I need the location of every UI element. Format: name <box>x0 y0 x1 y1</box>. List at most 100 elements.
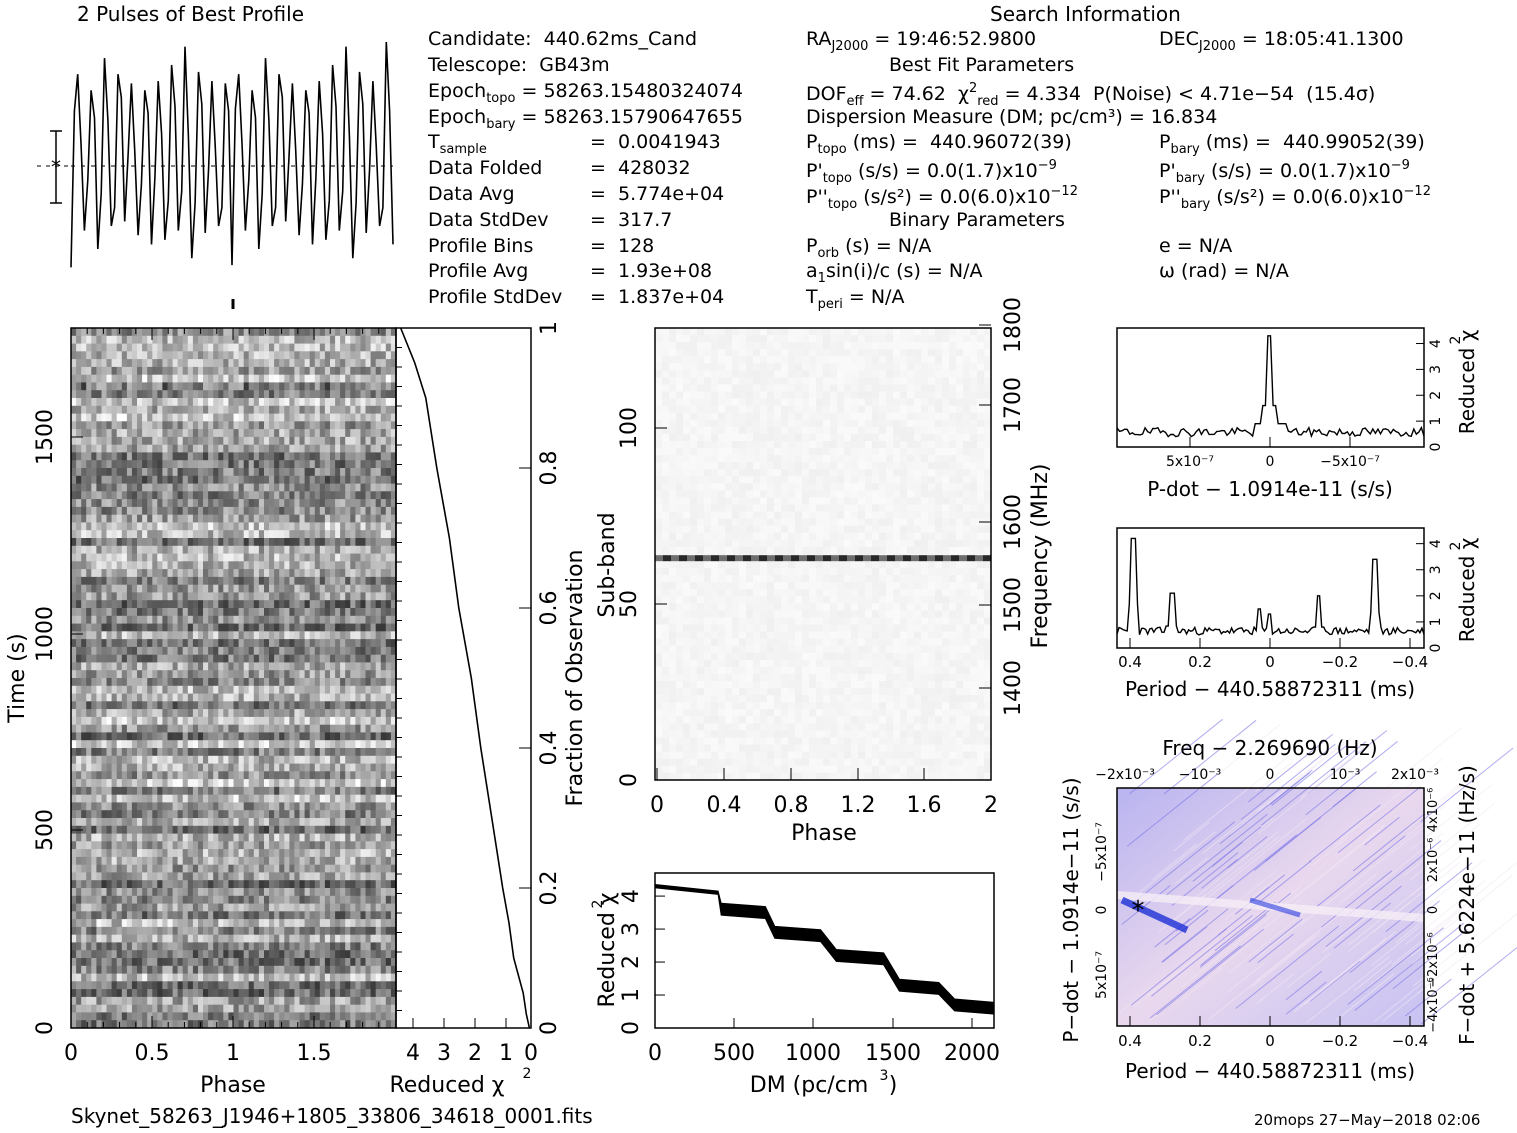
heatmap-cell <box>279 872 285 881</box>
heatmap-cell <box>111 576 118 586</box>
heatmap-cell <box>182 545 189 554</box>
heatmap-cell <box>106 794 112 803</box>
heatmap-cell <box>142 343 148 352</box>
heatmap-cell <box>187 545 194 554</box>
heatmap-cell <box>131 359 138 368</box>
heatmap-cell <box>121 429 128 438</box>
heatmap-cell <box>208 872 214 881</box>
heatmap-cell <box>370 911 377 920</box>
heatmap-cell <box>380 452 387 461</box>
heatmap-cell <box>319 328 326 337</box>
heatmap-cell <box>137 374 143 383</box>
heatmap-cell <box>330 701 336 710</box>
heatmap-cell <box>248 460 255 469</box>
heatmap-cell <box>350 833 356 842</box>
heatmap-cell <box>304 343 311 352</box>
heatmap-cell <box>86 670 92 679</box>
heatmap-cell <box>137 608 143 617</box>
heatmap-cell <box>86 763 92 772</box>
heatmap-cell <box>269 608 275 617</box>
heatmap-cell <box>76 926 82 936</box>
heatmap-cell <box>253 561 260 570</box>
heatmap-cell <box>289 724 295 733</box>
heatmap-cell <box>187 398 194 407</box>
heatmap-cell <box>147 328 153 337</box>
heatmap-cell <box>350 359 356 368</box>
heatmap-cell <box>279 530 285 539</box>
heatmap-cell <box>370 569 377 578</box>
heatmap-cell <box>187 359 194 368</box>
heatmap-cell <box>284 328 290 337</box>
heatmap-cell <box>345 771 351 780</box>
heatmap-cell <box>309 779 316 788</box>
heatmap-cell <box>274 335 280 344</box>
heatmap-cell <box>228 359 234 368</box>
heatmap-cell <box>137 748 143 757</box>
heatmap-cell <box>106 359 112 368</box>
heatmap-cell <box>365 623 371 632</box>
heatmap-cell <box>101 919 107 928</box>
heatmap-cell <box>126 483 133 492</box>
heatmap-cell <box>177 794 184 803</box>
heatmap-cell <box>81 576 87 586</box>
heatmap-cell <box>314 888 321 897</box>
heatmap-cell <box>91 856 97 866</box>
heatmap-cell <box>228 491 234 500</box>
heatmap-cell <box>274 911 280 920</box>
heatmap-cell <box>330 786 336 796</box>
heatmap-cell <box>330 608 336 617</box>
heatmap-cell <box>294 818 300 827</box>
heatmap-cell <box>390 615 397 624</box>
heatmap-cell <box>116 654 123 663</box>
heatmap-cell <box>243 561 250 570</box>
heatmap-cell <box>335 755 341 764</box>
heatmap-cell <box>274 374 280 383</box>
heatmap-cell <box>233 895 239 904</box>
heatmap-cell <box>152 810 158 819</box>
heatmap-cell <box>147 685 153 694</box>
heatmap-cell <box>335 903 341 912</box>
heatmap-cell <box>101 615 107 624</box>
heatmap-cell <box>279 576 285 586</box>
heatmap-cell <box>157 903 163 912</box>
heatmap-cell <box>269 328 275 337</box>
heatmap-cell <box>274 724 280 733</box>
heatmap-cell <box>355 662 361 671</box>
heatmap-cell <box>340 763 346 772</box>
heatmap-cell <box>177 608 184 617</box>
heatmap-cell <box>106 646 112 656</box>
heatmap-cell <box>147 903 153 912</box>
heatmap-cell <box>294 436 300 446</box>
heatmap-cell <box>192 810 199 819</box>
heatmap-cell <box>309 818 316 827</box>
heatmap-cell <box>324 786 331 796</box>
heatmap-cell <box>116 639 123 648</box>
heatmap-cell <box>330 398 336 407</box>
heatmap-cell <box>233 646 239 656</box>
heatmap-cell <box>106 460 112 469</box>
heatmap-cell <box>233 631 239 640</box>
heatmap-cell <box>86 771 92 780</box>
heatmap-cell <box>213 398 219 407</box>
heatmap-cell <box>203 615 209 624</box>
heatmap-cell <box>355 421 361 430</box>
heatmap-cell <box>233 390 239 399</box>
heatmap-cell <box>91 382 97 391</box>
heatmap-cell <box>208 506 214 516</box>
heatmap-cell <box>192 646 199 656</box>
heatmap-cell <box>380 444 387 453</box>
heatmap-cell <box>218 810 224 819</box>
heatmap-cell <box>182 911 189 920</box>
heatmap-cell <box>106 810 112 819</box>
heatmap-cell <box>147 771 153 780</box>
heatmap-cell <box>111 631 118 640</box>
heatmap-cell <box>319 678 326 687</box>
heatmap-cell <box>96 530 102 539</box>
heatmap-cell <box>91 569 97 578</box>
heatmap-cell <box>162 709 168 718</box>
heatmap-cell <box>385 662 392 671</box>
heatmap-cell <box>284 421 290 430</box>
heatmap-cell <box>162 468 168 477</box>
heatmap-cell <box>71 794 77 803</box>
heatmap-cell <box>309 895 316 904</box>
